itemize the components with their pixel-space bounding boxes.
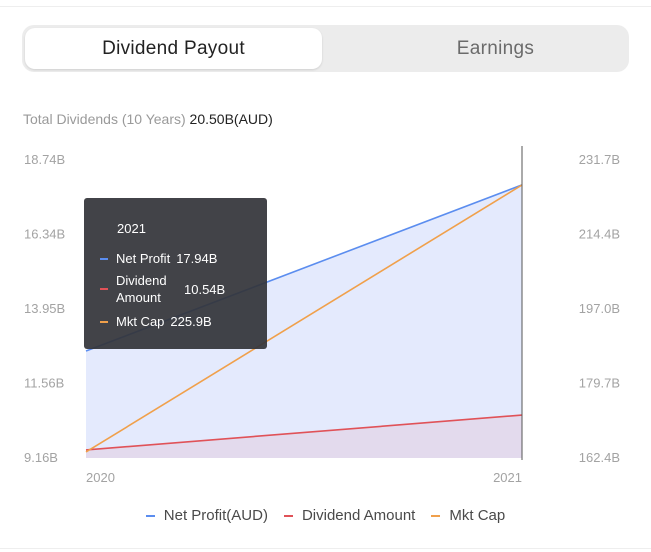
right-axis-tick: 162.4B [579,450,620,465]
left-axis-tick: 9.16B [24,450,58,465]
right-axis-tick: 179.7B [579,376,620,391]
left-axis-tick: 16.34B [24,227,65,242]
net-profit-swatch [100,257,108,260]
dividend-amount-area [86,415,522,458]
mkt-cap-swatch [100,320,108,323]
legend-item-mkt-cap[interactable]: Mkt Cap [431,507,505,524]
tab-earnings[interactable]: Earnings [456,37,535,59]
legend-item-net-profit[interactable]: Net Profit(AUD) [145,507,268,524]
tooltip-title: 2021 [117,221,146,236]
tab-dividend-payout[interactable]: Dividend Payout [25,28,322,69]
right-axis-tick: 231.7B [579,152,620,167]
tooltip-name: Dividend Amount [116,273,167,305]
right-axis-tick: 197.0B [579,301,620,316]
total-dividends-value: 20.50B(AUD) [189,111,273,127]
tab-switcher: Dividend Payout Earnings [22,25,629,72]
left-axis-tick: 18.74B [24,152,65,167]
bottom-divider [0,548,651,549]
x-axis-tick: 2020 [86,470,115,485]
total-dividends-summary: Total Dividends (10 Years) 20.50B(AUD) [23,111,273,127]
left-axis-tick: 13.95B [24,301,65,316]
legend-swatch [283,514,293,517]
legend-item-dividend-amount[interactable]: Dividend Amount [283,507,416,524]
net-profit-aud-area [86,184,522,458]
tooltip-row-mkt-cap: Mkt Cap 225.9B [100,313,212,330]
legend-label: Mkt Cap [449,507,506,524]
right-axis-tick: 214.4B [579,227,620,242]
mkt-cap-line [85,184,523,453]
chart-tooltip: 2021 Net Profit 17.94B Dividend Amount 1… [84,198,267,349]
legend-swatch [431,514,441,517]
dividend-amount-swatch [100,288,108,290]
legend-label: Dividend Amount [301,507,416,524]
legend-swatch [145,514,155,517]
chart-legend: Net Profit(AUD) Dividend Amount Mkt Cap [0,507,651,524]
dividend-amount-line [85,414,523,451]
tooltip-name: Mkt Cap [116,314,165,329]
legend-label: Net Profit(AUD) [163,507,268,524]
tooltip-value: 17.94B [176,251,218,266]
x-axis-tick: 2021 [493,470,522,485]
tooltip-value: 225.9B [170,314,212,329]
tooltip-row-dividend-amount: Dividend Amount 10.54B [100,272,225,306]
tooltip-name: Net Profit [116,251,171,266]
left-axis-tick: 11.56B [24,376,64,391]
tooltip-value: 10.54B [184,281,226,297]
total-dividends-label: Total Dividends (10 Years) [23,111,186,127]
top-divider [0,0,651,7]
tooltip-row-net-profit: Net Profit 17.94B [100,250,217,267]
